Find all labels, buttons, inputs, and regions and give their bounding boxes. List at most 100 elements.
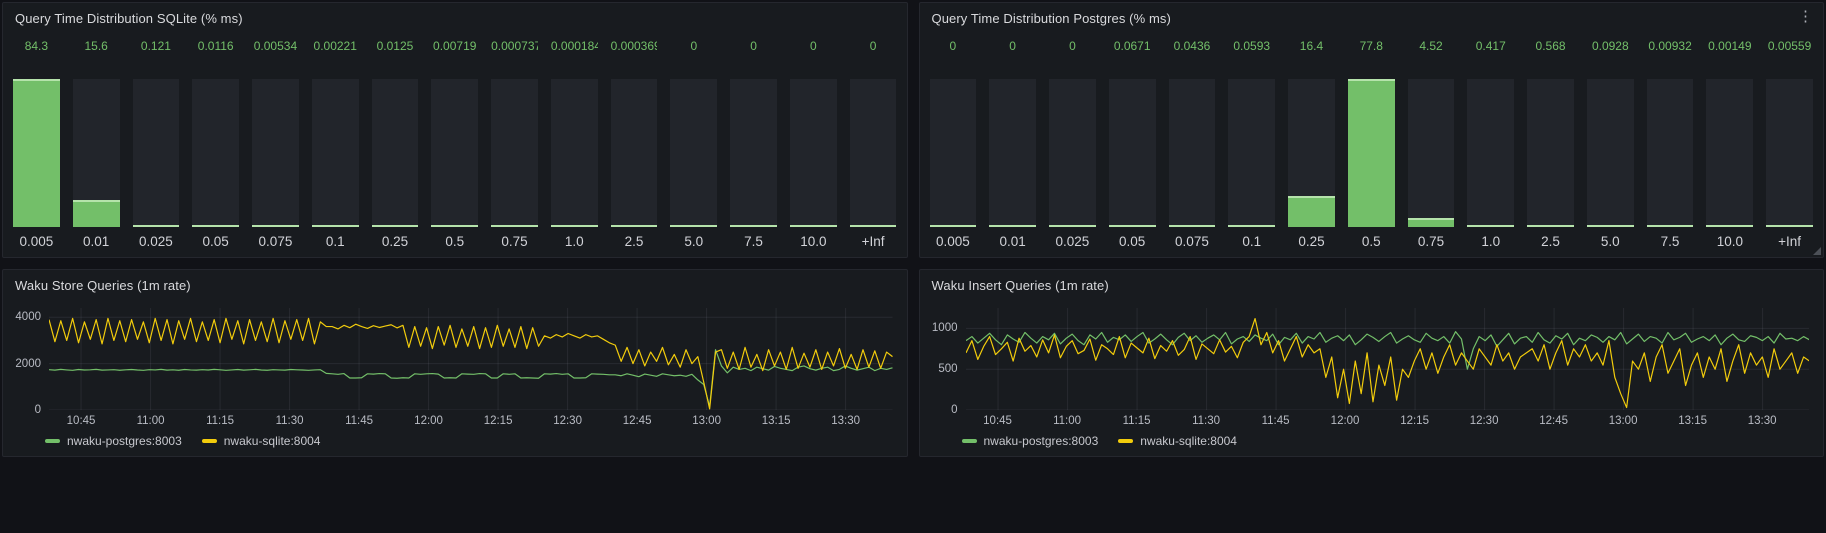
legend-series-swatch-icon [45, 439, 60, 443]
bar-gauge-track [610, 79, 658, 227]
bar-gauge-track [72, 79, 120, 227]
time-series-plot[interactable] [49, 308, 893, 410]
x-axis-tick-label: 11:15 [206, 415, 235, 427]
time-series-plot[interactable] [966, 308, 1810, 410]
bar-bucket-label: +Inf [861, 234, 885, 249]
bar-bucket-label: 0.05 [1119, 234, 1146, 249]
bar-value-label: 0.00932 [1648, 39, 1692, 53]
bar-value-label: 15.6 [84, 39, 108, 53]
x-axis-tick-label: 13:00 [1608, 415, 1638, 427]
bar-bucket-label: 0.1 [325, 234, 345, 249]
bar-gauge-column [730, 79, 777, 227]
bar-gauge-fill [72, 199, 120, 227]
bar-bucket-label: 0.075 [1175, 234, 1209, 249]
bar-gauge-track [1586, 79, 1634, 227]
bar-bucket-label: 1.0 [564, 234, 584, 249]
bar-bucket-label: +Inf [1778, 234, 1802, 249]
bar-gauge-fill [1706, 224, 1754, 227]
bar-gauge-track [1168, 79, 1216, 227]
bar-value-label: 0.000184 [550, 39, 598, 53]
series-line-nwaku-postgres:8003 [49, 350, 893, 407]
bar-gauge-track [670, 79, 718, 227]
bar-gauge-column [789, 79, 837, 227]
x-axis: 10:45 11:00 11:15 11:30 11:45 12:00 12:15 12:30… [966, 410, 1810, 428]
bar-bucket-label: 2.5 [1541, 234, 1560, 249]
y-axis-tick-label: 4000 [15, 311, 41, 324]
bar-bucket-label: 0.01 [999, 234, 1026, 249]
bar-gauge-column [1586, 79, 1634, 227]
plot-area[interactable] [966, 308, 1810, 410]
bar-bucket-label: 0.005 [19, 234, 54, 249]
legend-item[interactable]: nwaku-postgres:8003 [961, 434, 1098, 448]
x-axis-tick-label: 10:45 [66, 415, 96, 427]
bar-value-label: 0.417 [1475, 39, 1506, 53]
bar-gauge-fill [1049, 224, 1096, 227]
x-axis-tick-label: 12:00 [1330, 415, 1360, 427]
bar-gauge-column [1766, 79, 1813, 227]
bar-gauge-fill [252, 224, 299, 227]
bar-gauge-column [550, 79, 598, 227]
bar-value-label: 0.00719 [433, 39, 477, 53]
legend-series-swatch-icon [201, 439, 217, 443]
bar-value-label: 0.121 [140, 39, 171, 53]
x-axis-tick-label: 12:45 [622, 415, 652, 427]
bar-value-label: 0 [1069, 39, 1076, 53]
bar-gauge-fill [13, 79, 60, 227]
panel-header[interactable]: Waku Insert Queries (1m rate) [920, 270, 1824, 300]
bar-gauge-track [929, 79, 977, 227]
legend-series-swatch-icon [1118, 439, 1134, 443]
bar-gauge-track [252, 79, 299, 227]
bar-bucket-label: 0.5 [1361, 234, 1381, 249]
bar-gauge-fill [491, 224, 538, 227]
bar-gauge-fill [1586, 224, 1634, 227]
plot-area[interactable] [49, 308, 893, 410]
bar-gauge-column [1646, 79, 1694, 227]
bar-gauge-column [1527, 79, 1574, 227]
bar-gauge-column [670, 79, 718, 227]
x-axis-tick-label: 11:15 [1122, 415, 1151, 427]
bar-gauge-fill [989, 224, 1037, 227]
bar-gauge-fill [1108, 224, 1156, 227]
bar-gauge-fill [1766, 224, 1813, 227]
bar-gauge-fill [1646, 224, 1694, 227]
x-axis-tick-label: 11:30 [1192, 415, 1221, 427]
bar-gauge-fill [1347, 79, 1395, 227]
bar-gauge-fill [311, 224, 359, 227]
bar-bucket-label: 0.075 [258, 234, 293, 249]
bar-value-label: 0.00534 [253, 39, 298, 53]
legend-item[interactable]: nwaku-sqlite:8004 [201, 434, 320, 448]
bar-value-label: 0 [690, 39, 698, 53]
x-axis-tick-label: 12:30 [1469, 415, 1499, 427]
panel-header[interactable]: Waku Store Queries (1m rate) [3, 270, 907, 300]
panel-header[interactable]: Query Time Distribution Postgres (% ms) … [920, 3, 1824, 33]
bar-value-label: 0.0593 [1233, 39, 1271, 53]
bar-gauge-track [1108, 79, 1156, 227]
bar-gauge-fill [431, 224, 479, 227]
bar-gauge-track [1228, 79, 1276, 227]
panel-resize-handle[interactable] [1813, 247, 1821, 255]
bar-bucket-label: 2.5 [624, 234, 644, 249]
bar-gauge-fill [1288, 195, 1335, 227]
panel-header[interactable]: Query Time Distribution SQLite (% ms) [3, 3, 907, 33]
bar-gauge-track [371, 79, 419, 227]
bar-value-label: 0 [869, 39, 877, 53]
legend-series-label: nwaku-sqlite:8004 [1140, 434, 1237, 448]
bar-gauge-track [989, 79, 1037, 227]
panel-title: Waku Insert Queries (1m rate) [931, 277, 1109, 293]
bar-gauge-column [13, 79, 60, 227]
bar-gauge-column [72, 79, 120, 227]
x-axis-tick-label: 11:45 [1261, 415, 1290, 427]
bar-value-label: 0.0436 [1173, 39, 1211, 53]
bar-value-label: 0.0116 [197, 39, 234, 53]
legend-item[interactable]: nwaku-postgres:8003 [45, 434, 182, 448]
bar-gauge-track [13, 79, 60, 227]
bar-bucket-label: 0.025 [139, 234, 173, 249]
panel-menu-icon[interactable]: ⋮ [1792, 6, 1819, 28]
bar-value-label: 84.3 [24, 39, 49, 53]
legend-item[interactable]: nwaku-sqlite:8004 [1118, 434, 1237, 448]
panel-title: Waku Store Queries (1m rate) [15, 277, 191, 293]
x-axis-tick-label: 13:00 [692, 415, 721, 427]
bar-gauge-fill [1527, 224, 1574, 227]
bar-gauge-track [192, 79, 240, 227]
bar-gauge-track [730, 79, 777, 227]
